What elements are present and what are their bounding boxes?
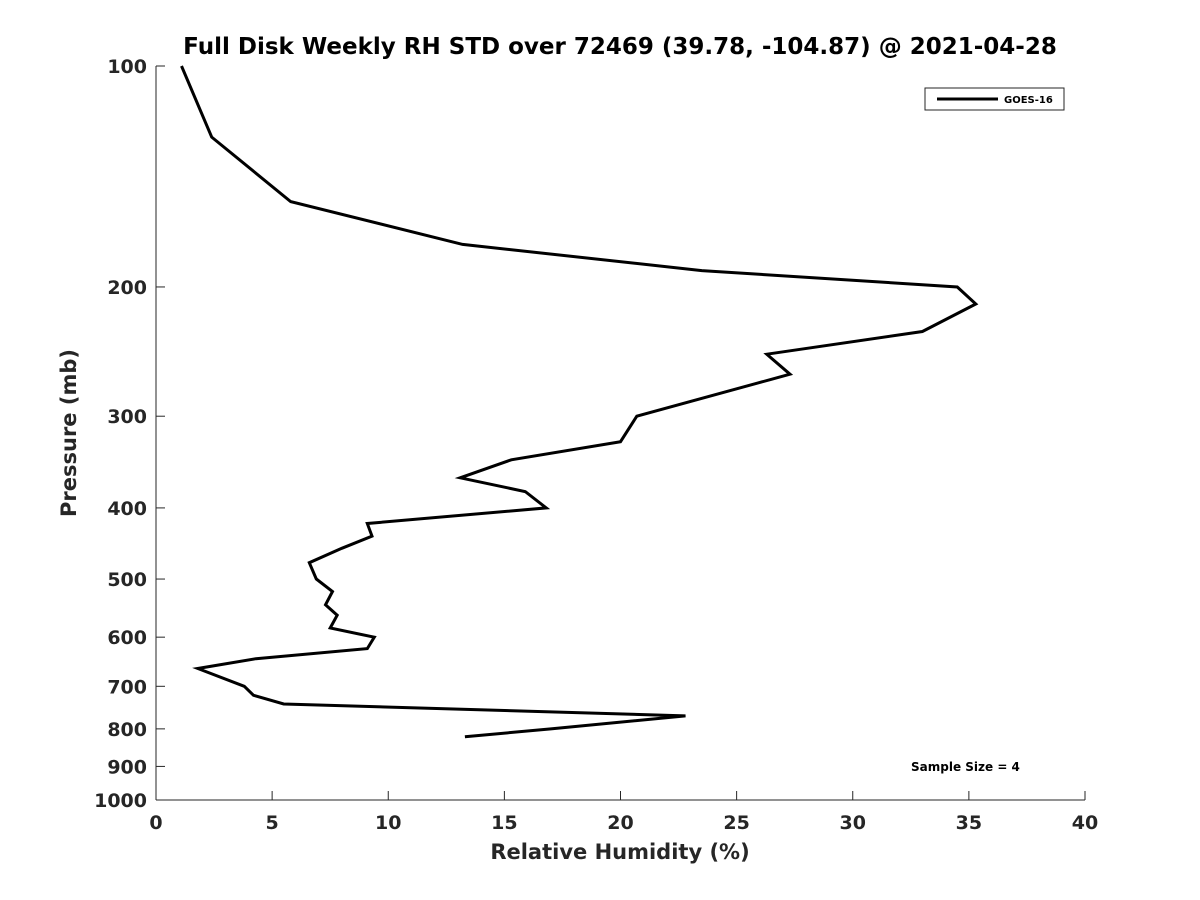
x-tick-label: 0 — [149, 812, 162, 834]
y-ticks: 100 200 300 400 500 600 700 800 900 1000 — [94, 56, 165, 812]
y-tick-label: 100 — [107, 56, 147, 78]
chart-title: Full Disk Weekly RH STD over 72469 (39.7… — [183, 34, 1057, 60]
x-tick-label: 30 — [840, 812, 866, 834]
y-axis-label: Pressure (mb) — [57, 349, 81, 517]
legend: GOES-16 — [924, 87, 1065, 111]
x-tick-label: 25 — [723, 812, 749, 834]
x-tick-label: 15 — [491, 812, 517, 834]
x-ticks: 0 5 10 15 20 25 30 35 40 — [149, 791, 1098, 834]
y-tick-label: 600 — [107, 627, 147, 649]
y-tick-label: 700 — [107, 676, 147, 698]
y-tick-label: 300 — [107, 406, 147, 428]
x-tick-label: 10 — [375, 812, 401, 834]
x-axis-label: Relative Humidity (%) — [490, 840, 749, 864]
y-tick-label: 1000 — [94, 790, 147, 812]
x-tick-label: 5 — [266, 812, 279, 834]
y-tick-label: 200 — [107, 277, 147, 299]
y-tick-label: 900 — [107, 756, 147, 778]
x-tick-label: 20 — [607, 812, 633, 834]
sample-size-annotation: Sample Size = 4 — [911, 760, 1020, 774]
series-line-goes16 — [180, 65, 979, 739]
legend-label: GOES-16 — [1004, 95, 1053, 106]
x-tick-label: 40 — [1072, 812, 1098, 834]
y-tick-label: 400 — [107, 498, 147, 520]
y-tick-label: 500 — [107, 569, 147, 591]
y-tick-label: 800 — [107, 719, 147, 741]
x-tick-label: 35 — [956, 812, 982, 834]
